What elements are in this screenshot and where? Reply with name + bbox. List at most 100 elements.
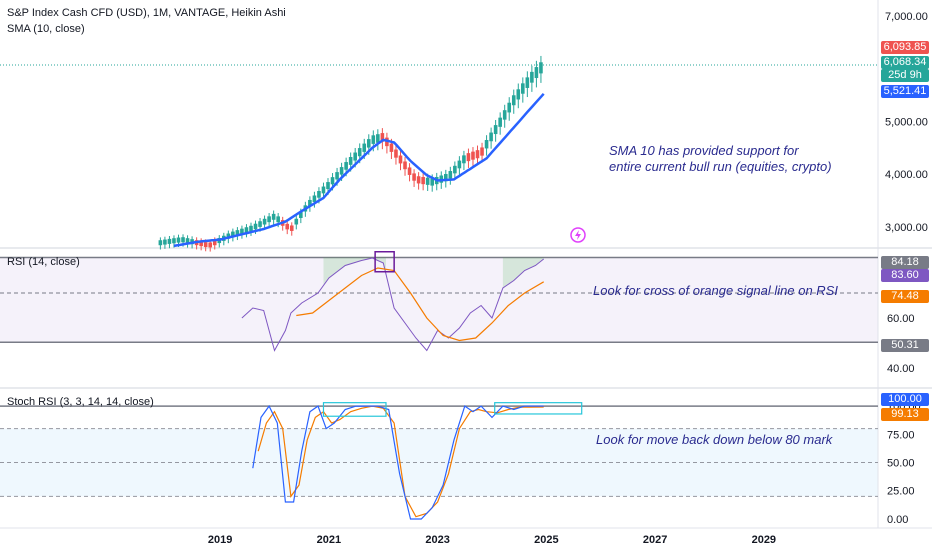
stoch-box [494,402,583,415]
time-axis-tick: 2027 [643,534,667,546]
candle-body [321,186,326,194]
candle-body [398,155,403,164]
rsi-overbought-fill [323,257,386,286]
candle-body [181,237,185,243]
stoch-axis-tick: 25.00 [887,486,915,498]
symbol-title: S&P Index Cash CFD (USD), 1M, VANTAGE, H… [7,7,286,19]
candle-body [335,172,339,180]
candle-body [516,89,521,100]
candle-body [539,62,543,74]
flash-icon [570,227,586,243]
candle-body [276,216,280,223]
candle-body [253,223,258,230]
candle-body [226,233,231,239]
candle-body [271,213,276,220]
candle-body [471,151,475,160]
candle-body [425,177,430,185]
candle-body [443,174,448,182]
grid-layer [0,0,932,528]
candle-body [308,199,312,207]
candle-body [412,173,416,181]
sma-value-tag: 5,521.41 [881,85,929,98]
candle-body [339,167,344,175]
sma-annotation-line2: entire current bull run (equities, crypt… [609,159,832,174]
rsi-pane [0,251,878,352]
candle-body [158,240,163,246]
rsi-value-tag: 83.60 [881,269,929,282]
stoch-legend: Stoch RSI (3, 3, 14, 14, close) [7,396,154,408]
candle-body [344,162,348,170]
candle-body [407,167,412,175]
time-axis-tick: 2019 [208,534,232,546]
rsi-signal-tag: 74.48 [881,290,929,303]
candle-body [348,157,353,165]
price-tag-6093: 6,093.85 [881,41,929,54]
rsi-axis-tick: 60.00 [887,313,915,325]
candle-body [430,178,435,186]
rsi-upper-tag: 84.18 [881,256,929,269]
candle-body [212,240,217,246]
price-tag-6068: 6,068.34 [881,56,929,69]
sma-line [173,92,545,248]
candle-body [493,125,498,135]
stoch-d-tag: 99.13 [881,408,929,421]
candle-body [285,223,290,230]
time-axis-tick: 2025 [534,534,558,546]
candle-body [453,165,457,174]
candle-body [489,132,493,142]
price-axis-tick: 4,000.00 [885,169,928,181]
candle-body [530,71,534,83]
candle-body [521,83,525,94]
stoch-axis-tick: 0.00 [887,514,908,526]
candle-body [267,216,271,223]
candle-body [312,195,317,203]
candle-body [462,155,466,164]
candle-body [240,228,244,235]
candle-body [498,117,502,127]
candle-body [389,143,394,152]
candle-body [330,177,335,185]
candle-body [525,77,530,88]
candle-body [262,218,267,225]
candle-body [185,238,190,244]
candle-body [366,139,371,148]
candle-body [507,102,512,113]
stoch-k-line [252,404,544,520]
flash-icon-bolt [575,230,581,240]
rsi-lower-tag: 50.31 [881,339,929,352]
candle-body [448,171,453,179]
candle-body [231,231,235,237]
candle-body [466,153,471,162]
candle-body [416,176,421,184]
rsi-cross-box [374,251,395,273]
candle-body [199,241,203,247]
price-axis-tick: 3,000.00 [885,222,928,234]
rsi-annotation: Look for cross of orange signal line on … [593,283,838,298]
candle-body [475,150,480,159]
candle-body [163,239,167,245]
stoch-annotation: Look for move back down below 80 mark [596,432,833,447]
candle-body [376,134,380,143]
candle-body [502,110,507,120]
rsi-signal-line [296,267,545,342]
sma-legend: SMA (10, close) [7,23,85,35]
candle-body [362,143,367,152]
stoch-axis-tick: 75.00 [887,429,915,441]
candle-body [289,225,294,231]
price-pane [0,55,878,252]
stoch-box [322,402,387,417]
candle-body [258,221,262,227]
stoch-d-line [257,405,544,518]
stoch-rsi-pane [0,402,878,520]
stoch-axis-tick: 50.00 [887,458,915,470]
candle-body [357,148,362,157]
candle-body [484,140,489,149]
candle-body [203,242,208,248]
candle-body [326,182,330,190]
candle-body [249,225,253,232]
candle-body [294,218,299,225]
candle-body [421,176,425,185]
countdown-tag: 25d 9h [881,69,929,82]
candle-body [299,212,303,218]
